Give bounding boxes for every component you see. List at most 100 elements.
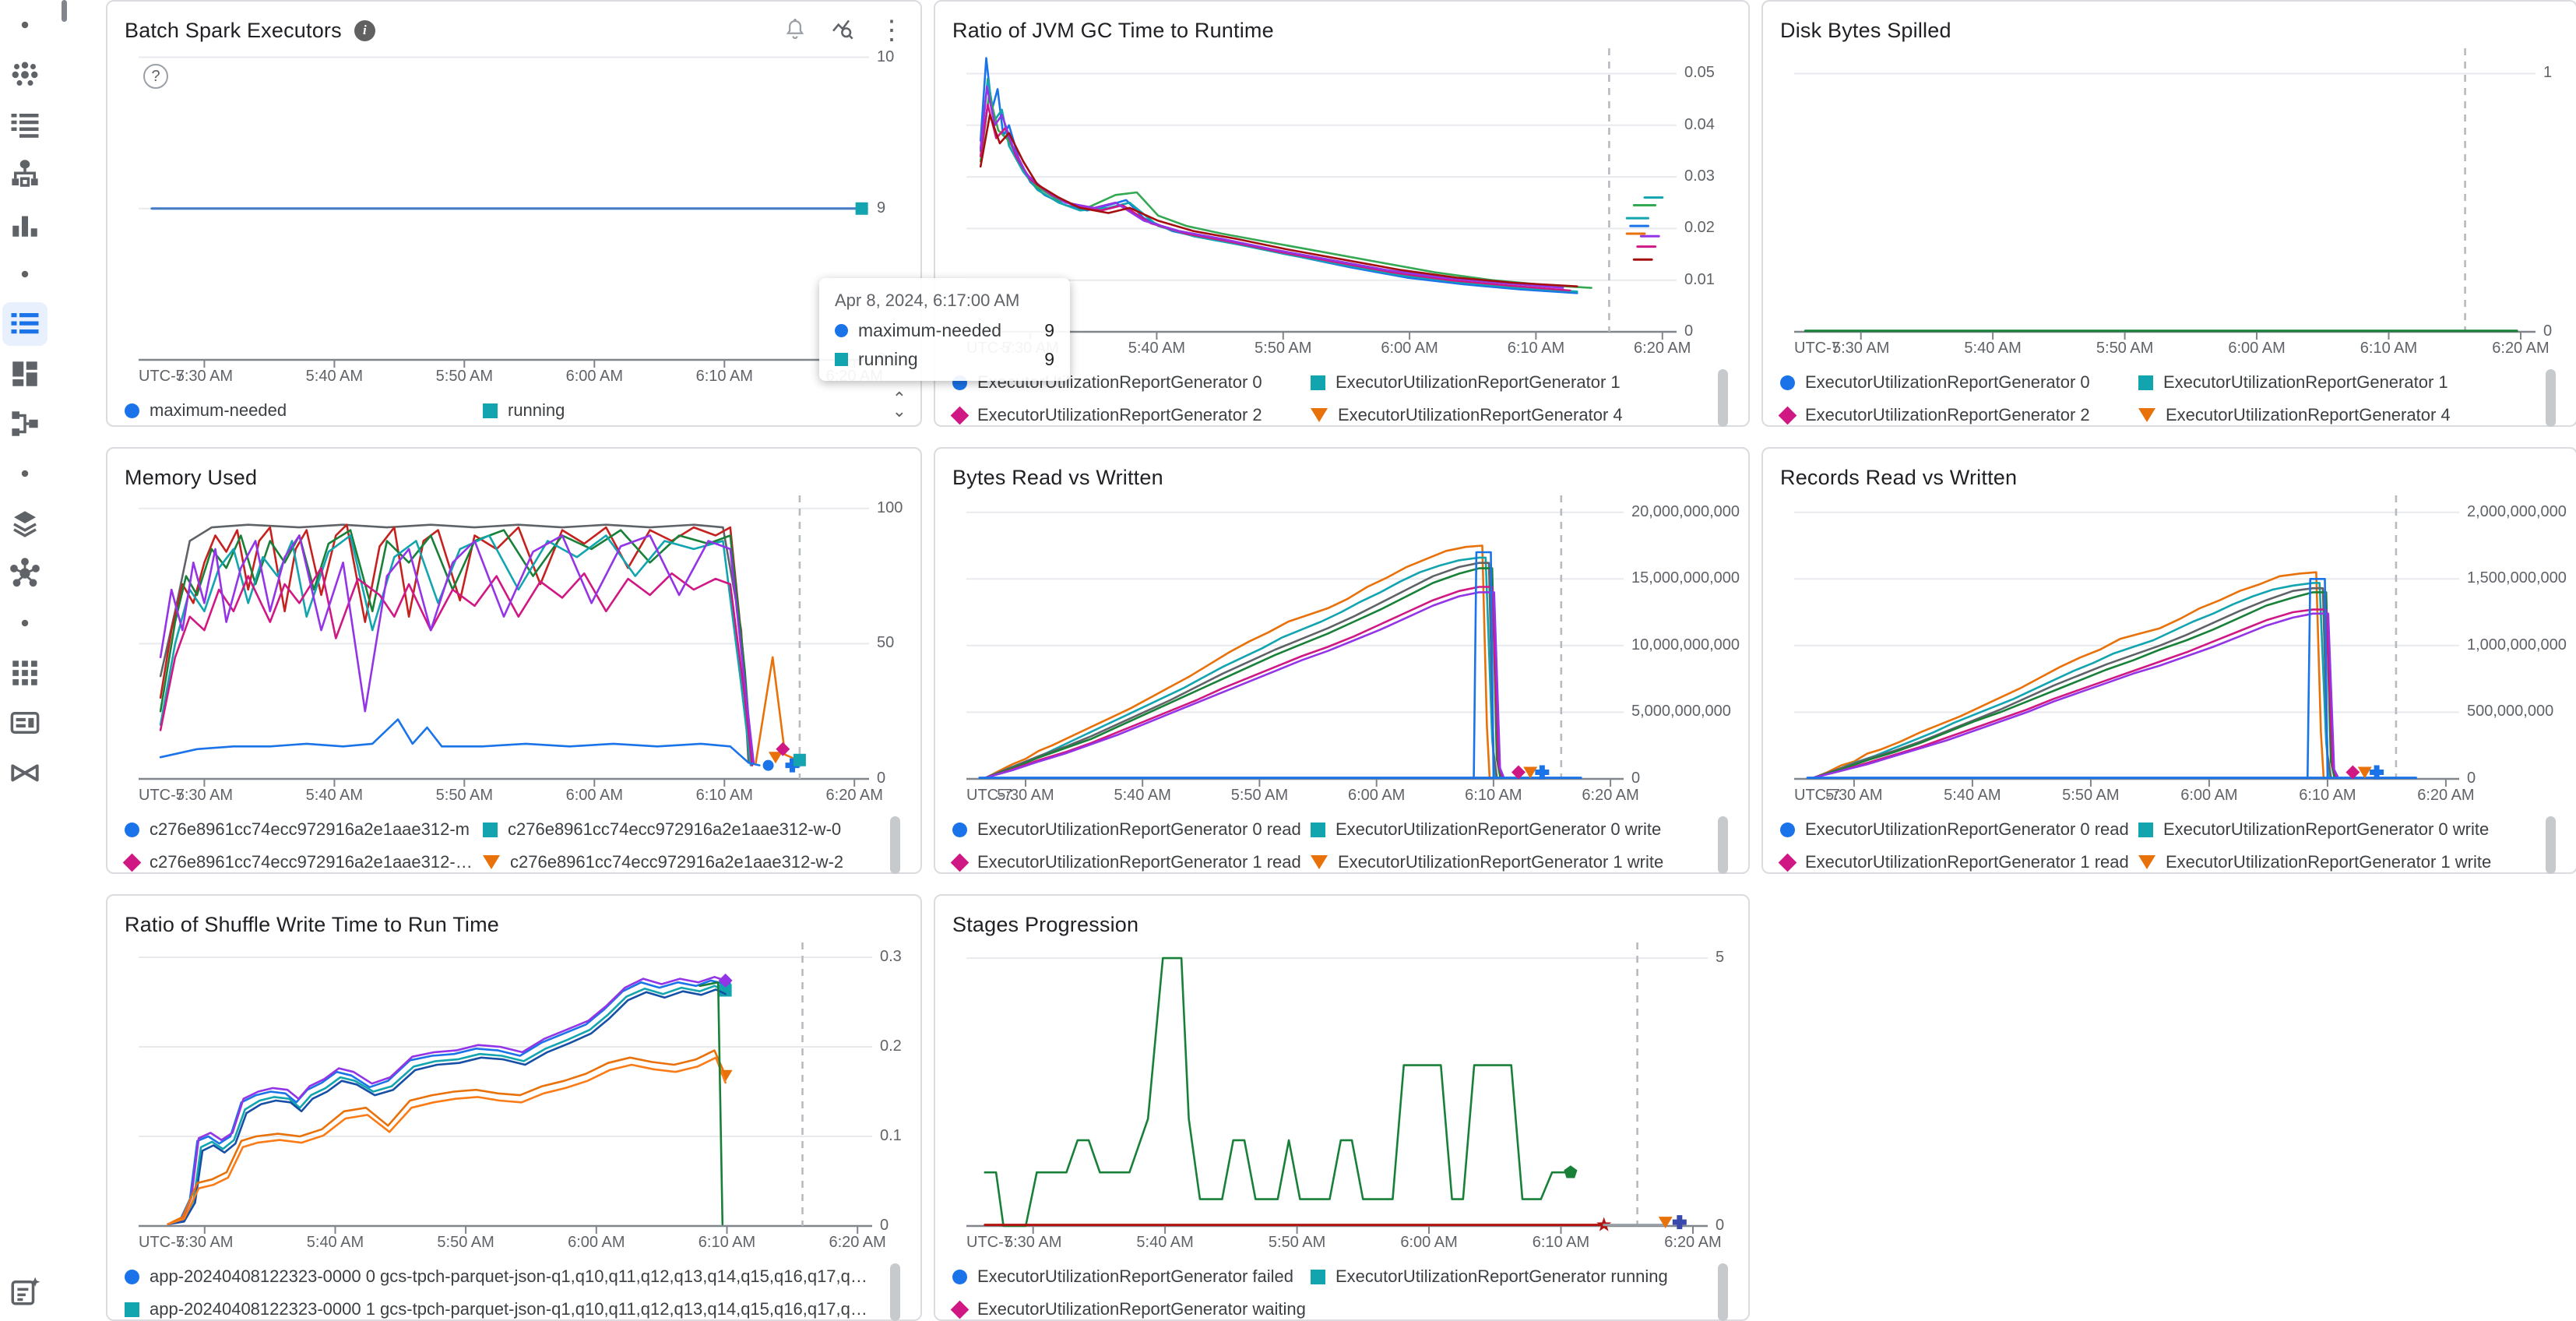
sidebar-item-list[interactable]: [0, 100, 50, 150]
tooltip-series-value: 9: [1044, 320, 1054, 340]
legend-item[interactable]: app-20240408122323-0000 1 gcs-tpch-parqu…: [125, 1299, 877, 1319]
x-tick-label: UTC-7: [139, 787, 185, 804]
chart-records-read-vs-written[interactable]: [1794, 492, 2459, 787]
chart-memory-used[interactable]: [139, 492, 869, 787]
sidebar-item-layers[interactable]: [0, 498, 50, 548]
dashboard-blocks-icon: [9, 358, 41, 390]
sidebar-item-hub[interactable]: [0, 548, 50, 598]
legend-label: ExecutorUtilizationReportGenerator 1 wri…: [1338, 852, 1664, 872]
info-icon[interactable]: i: [354, 19, 375, 41]
legend-item[interactable]: ExecutorUtilizationReportGenerator faile…: [952, 1266, 1311, 1287]
more-options-icon[interactable]: ⋮: [878, 16, 905, 45]
sidebar-item-bullet[interactable]: [0, 0, 50, 50]
legend-expand-toggle[interactable]: ⌃ ⌄: [892, 389, 906, 421]
legend-label: ExecutorUtilizationReportGenerator 4: [2166, 405, 2451, 424]
legend-marker-square: [2138, 822, 2153, 837]
sidebar-item-bar-chart[interactable]: [0, 199, 50, 249]
legend: app-20240408122323-0000 0 gcs-tpch-parqu…: [107, 1259, 920, 1321]
y-tick-label: 0.02: [1684, 219, 1715, 237]
legend-item[interactable]: ExecutorUtilizationReportGenerator 4: [1311, 405, 1623, 425]
sidebar-item-tree[interactable]: [0, 150, 50, 199]
panel-title: Memory Used: [125, 465, 258, 489]
vertical-scrollbar[interactable]: [62, 0, 67, 22]
view-in-metrics-explorer-icon[interactable]: [830, 16, 855, 45]
x-tick-label: 5:40 AM: [305, 787, 364, 804]
sidebar-item-dashboard-blocks[interactable]: [0, 349, 50, 399]
legend: ExecutorUtilizationReportGenerator 0 rea…: [935, 812, 1748, 874]
legend-item[interactable]: running: [483, 400, 565, 421]
x-tick-label: 6:00 AM: [1400, 1234, 1458, 1251]
legend-scrollbar[interactable]: [1718, 1263, 1728, 1321]
chart-jvm-gc-ratio[interactable]: [966, 45, 1677, 340]
legend-item[interactable]: ExecutorUtilizationReportGenerator 2: [950, 405, 1311, 425]
add-alert-icon[interactable]: [783, 17, 807, 44]
legend-item[interactable]: ExecutorUtilizationReportGenerator 0 rea…: [1780, 819, 2138, 840]
legend-item[interactable]: ExecutorUtilizationReportGenerator 1: [2138, 372, 2448, 393]
chart-disk-bytes-spilled[interactable]: [1794, 45, 2536, 340]
grid-icon: [9, 657, 41, 689]
sidebar-item-bullet[interactable]: [0, 598, 50, 648]
panel-batch-spark-executors: Batch Spark Executors i ⋮: [106, 0, 922, 427]
sidebar-item-schema[interactable]: [0, 399, 50, 449]
legend-scrollbar[interactable]: [1718, 816, 1728, 874]
legend-item[interactable]: ExecutorUtilizationReportGenerator 1 rea…: [1778, 852, 2138, 872]
x-tick-label: UTC-7: [1794, 787, 1840, 804]
chart-shuffle-write-ratio[interactable]: [139, 939, 872, 1234]
x-tick-label: 6:10 AM: [695, 368, 753, 385]
x-tick-label: 5:40 AM: [305, 368, 364, 385]
legend-item[interactable]: ExecutorUtilizationReportGenerator 1 wri…: [1311, 852, 1663, 872]
legend-item[interactable]: ExecutorUtilizationReportGenerator 1: [1311, 372, 1621, 393]
legend-item[interactable]: ExecutorUtilizationReportGenerator 1 rea…: [950, 852, 1311, 872]
legend-item[interactable]: maximum-needed: [125, 400, 483, 421]
y-tick-label: 0: [880, 1217, 889, 1234]
legend-marker-square: [125, 1302, 139, 1317]
chart-stages-progression[interactable]: [966, 939, 1708, 1234]
legend-scrollbar[interactable]: [890, 1263, 900, 1321]
legend-item[interactable]: c276e8961cc74ecc972916a2e1aae312-w-2: [483, 852, 843, 872]
legend-scrollbar[interactable]: [890, 816, 900, 874]
sidebar-item-card[interactable]: [0, 698, 50, 748]
legend-item[interactable]: ExecutorUtilizationReportGenerator waiti…: [950, 1299, 1306, 1319]
legend-scrollbar[interactable]: [1718, 369, 1728, 427]
legend-item[interactable]: ExecutorUtilizationReportGenerator runni…: [1311, 1266, 1668, 1287]
x-tick-label: 6:10 AM: [1532, 1234, 1590, 1251]
chart-batch-spark-executors[interactable]: ?: [139, 45, 869, 368]
legend-item[interactable]: ExecutorUtilizationReportGenerator 0 rea…: [952, 819, 1311, 840]
help-icon[interactable]: ?: [143, 64, 168, 89]
y-tick-label: 20,000,000,000: [1631, 502, 1740, 520]
legend-item[interactable]: c276e8961cc74ecc972916a2e1aae312-m: [125, 819, 483, 840]
legend-marker-circle: [125, 1269, 139, 1284]
sidebar-item-dashboards-list[interactable]: [0, 299, 50, 349]
legend-item[interactable]: ExecutorUtilizationReportGenerator 2: [1778, 405, 2138, 425]
legend-scrollbar[interactable]: [2546, 816, 2556, 874]
sidebar-item-notes-sparkle[interactable]: [0, 1266, 50, 1316]
legend-item[interactable]: ExecutorUtilizationReportGenerator 0 wri…: [2138, 819, 2489, 840]
x-tick-label: 5:30 AM: [997, 787, 1054, 804]
legend-item[interactable]: ExecutorUtilizationReportGenerator 0 wri…: [1311, 819, 1661, 840]
x-tick-label: 5:40 AM: [1128, 340, 1186, 357]
x-tick-label: 6:20 AM: [1582, 787, 1639, 804]
sidebar-item-grid[interactable]: [0, 648, 50, 698]
y-tick-label: 10: [877, 48, 895, 65]
sidebar-item-cluster[interactable]: [0, 50, 50, 100]
legend-marker-square: [835, 353, 848, 366]
legend-item[interactable]: ExecutorUtilizationReportGenerator 4: [2138, 405, 2451, 425]
legend-item[interactable]: ExecutorUtilizationReportGenerator 1 wri…: [2138, 852, 2491, 872]
sidebar-item-explore-bowtie[interactable]: [0, 748, 50, 798]
chart-bytes-read-vs-written[interactable]: [966, 492, 1624, 787]
legend-item[interactable]: app-20240408122323-0000 0 gcs-tpch-parqu…: [125, 1266, 877, 1287]
legend-item[interactable]: c276e8961cc74ecc972916a2e1aae312-w-1: [122, 852, 483, 872]
sidebar-item-bullet[interactable]: [0, 249, 50, 299]
legend-item[interactable]: ExecutorUtilizationReportGenerator 0: [1780, 372, 2138, 393]
legend-scrollbar[interactable]: [2546, 369, 2556, 427]
sidebar-item-bullet[interactable]: [0, 449, 50, 498]
legend-label: ExecutorUtilizationReportGenerator 4: [1338, 405, 1623, 424]
legend-label: ExecutorUtilizationReportGenerator 1: [1336, 372, 1621, 392]
legend-item[interactable]: c276e8961cc74ecc972916a2e1aae312-w-0: [483, 819, 841, 840]
x-tick-label: 6:00 AM: [568, 1234, 625, 1251]
